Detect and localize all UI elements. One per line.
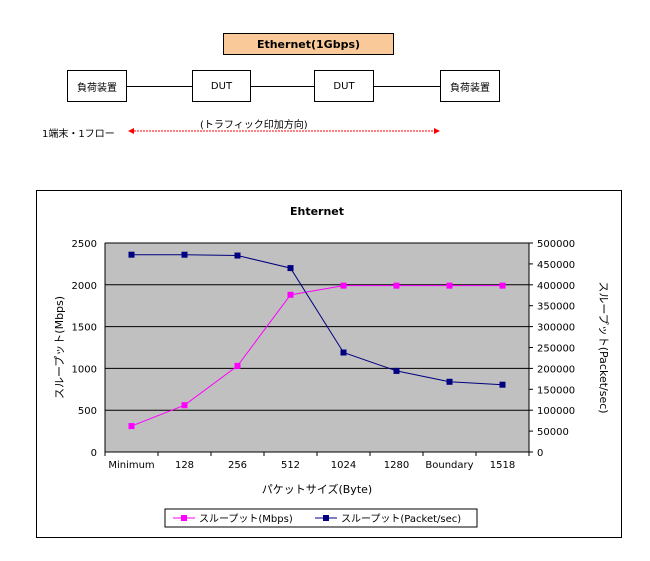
series-2-point [234,252,241,259]
flow-label: 1端末・1フロー [42,129,115,140]
y2-tick-label: 0 [537,448,543,459]
x-axis-title: パケットサイズ(Byte) [262,482,372,496]
network-title: Ethernet(1Gbps) [256,37,361,51]
link-line-2 [251,86,314,87]
traffic-arrow [128,128,440,134]
load-device-left: 負荷装置 [67,70,127,102]
series-2-point [181,251,188,258]
link-line-1 [127,86,192,87]
y-axis-title: スループット(Mbps) [53,296,66,399]
x-tick-label: 128 [175,460,194,471]
y2-tick-label: 150000 [537,385,575,396]
series-2-point [446,378,453,385]
y2-tick-label: 50000 [537,427,569,438]
x-tick-label: 1024 [331,460,356,471]
series-2-point [128,251,135,258]
plot-area [104,242,530,453]
y2-tick-label: 200000 [537,364,575,375]
series-2-point [393,367,400,374]
series-1-point [499,282,506,289]
legend-label-1: スループット(Mbps) [199,513,293,525]
series-1-point [393,282,400,289]
y2-tick-label: 400000 [537,281,575,292]
x-tick-label: 1518 [490,460,515,471]
dut-label-1: DUT [210,80,233,92]
y-tick-label: 2000 [72,281,97,292]
chart-title: Ehternet [290,205,344,218]
y-tick-label: 1000 [72,364,97,375]
y2-tick-label: 500000 [537,239,575,250]
series-1-point [287,291,294,298]
series-2-point [499,381,506,388]
legend-marker-1 [181,515,187,521]
y2-tick-label: 100000 [537,406,575,417]
x-tick-label: 1280 [384,460,409,471]
y2-tick-label: 250000 [537,344,575,355]
y2-tick-label: 300000 [537,323,575,334]
series-1-point [128,423,135,430]
series-1-point [181,402,188,409]
dut-label-2: DUT [333,80,355,92]
y-tick-label: 500 [78,406,97,417]
x-tick-label: Boundary [425,460,473,471]
traffic-direction-label: (トラフィック印加方向) [200,120,308,131]
y-tick-label: 0 [91,448,97,459]
y2-axis-title: スループット(Packet/sec) [597,281,610,413]
y-tick-label: 1500 [72,323,97,334]
series-1-point [234,362,241,369]
series-1-point [446,282,453,289]
chart-area: 0 500 1000 1500 2000 2500 0 50000 100000 150000 20… [36,190,622,538]
network-title-box: Ethernet(1Gbps) [223,33,394,55]
series-2-point [287,265,294,272]
load-device-right: 負荷装置 [440,70,500,102]
throughput-chart: 0 500 1000 1500 2000 2500 0 50000 100000 150000 20… [53,205,610,528]
y2-tick-label: 350000 [537,302,575,313]
x-tick-label: Minimum [108,460,154,471]
series-line-2 [131,254,503,386]
x-tick-label: 512 [281,460,300,471]
series-line-1 [131,285,503,427]
legend-marker-2 [323,515,329,521]
legend-label-2: スループット(Packet/sec) [341,513,461,525]
x-tick-label: 256 [228,460,247,471]
y2-tick-label: 450000 [537,260,575,271]
link-line-3 [374,86,440,87]
series-2-point [340,349,347,356]
dut-box-1: DUT [192,70,251,102]
series-1-point [340,282,347,289]
load-device-left-label: 負荷装置 [77,82,117,94]
dut-box-2: DUT [314,70,374,102]
y-tick-label: 2500 [72,239,97,250]
load-device-right-label: 負荷装置 [450,82,490,94]
